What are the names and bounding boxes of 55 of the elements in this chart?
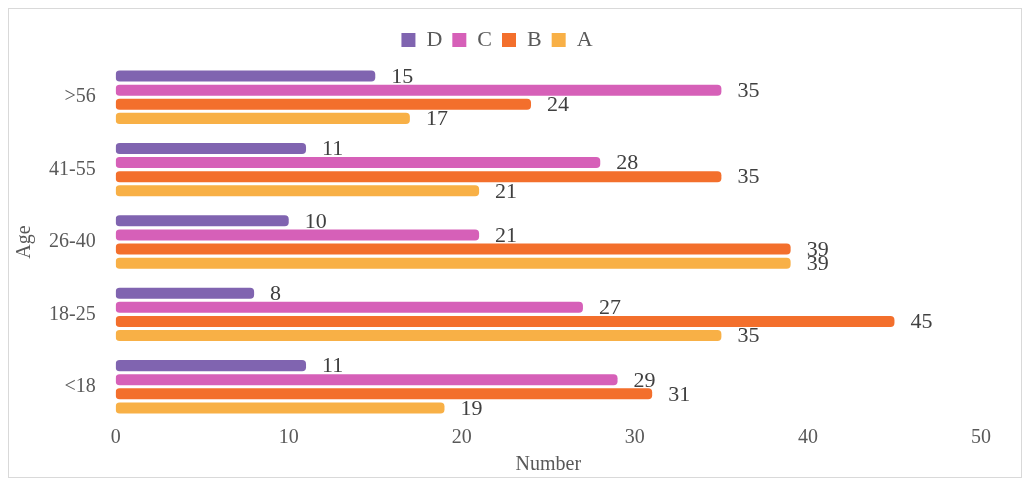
bar [115, 185, 480, 197]
data-label: 10 [304, 207, 327, 233]
data-label: 45 [910, 308, 933, 334]
bar [115, 287, 255, 299]
bar [115, 315, 895, 327]
bar [115, 257, 791, 269]
x-tick-label: 10 [278, 425, 299, 448]
data-label: 27 [598, 294, 621, 320]
data-label: 31 [668, 380, 691, 406]
bar [115, 402, 445, 414]
data-label: 35 [737, 163, 760, 189]
bar [115, 243, 791, 255]
y-tick-label: 41-55 [48, 156, 96, 179]
x-tick-label: 0 [110, 425, 121, 448]
data-label: 11 [322, 135, 344, 161]
data-label: 29 [633, 366, 656, 392]
data-label: 11 [322, 352, 344, 378]
data-label: 35 [737, 322, 760, 348]
y-tick-label: <18 [64, 374, 96, 397]
bar [115, 70, 376, 82]
bar [115, 157, 601, 169]
data-label: 28 [616, 149, 639, 175]
legend-label: D [426, 25, 443, 51]
data-label: 24 [547, 91, 570, 117]
data-label: 35 [737, 76, 760, 102]
data-label: 21 [495, 221, 518, 247]
bar [115, 360, 307, 372]
bar [115, 112, 410, 124]
y-tick-label: 18-25 [48, 301, 96, 324]
bar [115, 142, 307, 154]
x-tick-label: 30 [624, 425, 645, 448]
bar [115, 215, 289, 227]
bar [115, 374, 618, 386]
bar [115, 171, 722, 183]
legend-label: A [576, 25, 593, 51]
bar [115, 388, 653, 400]
bar [115, 330, 722, 342]
data-label: 17 [425, 105, 448, 131]
bar [115, 301, 583, 313]
legend-label: C [477, 25, 493, 51]
y-tick-label: >56 [64, 84, 96, 107]
bar [115, 98, 532, 110]
bar [115, 84, 722, 96]
data-label: 19 [460, 394, 483, 420]
y-axis-title: Age [12, 225, 36, 259]
data-label: 8 [270, 280, 282, 305]
bar [115, 229, 480, 241]
data-label: 21 [495, 177, 518, 203]
x-tick-label: 40 [797, 425, 818, 448]
x-tick-label: 20 [451, 425, 472, 448]
y-tick-label: 26-40 [48, 229, 96, 252]
x-axis-title: Number [515, 452, 582, 475]
x-tick-label: 50 [971, 425, 991, 448]
legend-label: B [527, 25, 542, 51]
data-label: 15 [391, 62, 414, 88]
